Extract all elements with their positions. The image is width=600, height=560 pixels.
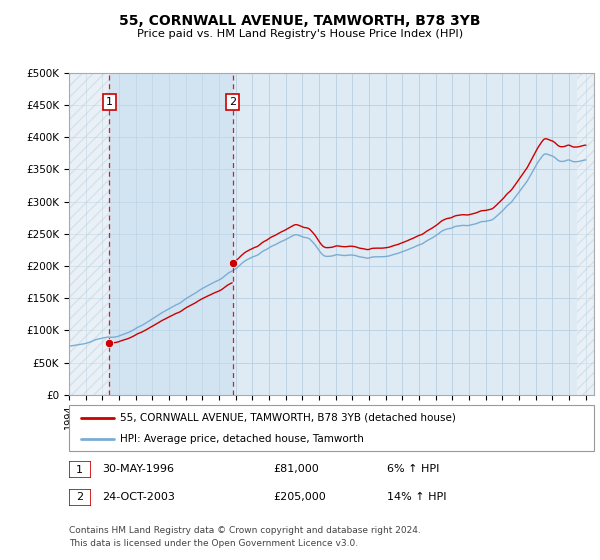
- Text: Contains HM Land Registry data © Crown copyright and database right 2024.
This d: Contains HM Land Registry data © Crown c…: [69, 526, 421, 548]
- Text: Price paid vs. HM Land Registry's House Price Index (HPI): Price paid vs. HM Land Registry's House …: [137, 29, 463, 39]
- FancyBboxPatch shape: [69, 405, 594, 451]
- FancyBboxPatch shape: [69, 461, 91, 478]
- Text: 6% ↑ HPI: 6% ↑ HPI: [387, 464, 439, 474]
- Text: 1: 1: [76, 465, 83, 475]
- Text: 24-OCT-2003: 24-OCT-2003: [102, 492, 175, 502]
- Text: 30-MAY-1996: 30-MAY-1996: [102, 464, 174, 474]
- Text: 2: 2: [76, 492, 83, 502]
- Text: 2: 2: [229, 97, 236, 107]
- Text: 55, CORNWALL AVENUE, TAMWORTH, B78 3YB: 55, CORNWALL AVENUE, TAMWORTH, B78 3YB: [119, 14, 481, 28]
- Bar: [69, 73, 109, 395]
- Text: 14% ↑ HPI: 14% ↑ HPI: [387, 492, 446, 502]
- FancyBboxPatch shape: [69, 489, 91, 506]
- Text: 55, CORNWALL AVENUE, TAMWORTH, B78 3YB (detached house): 55, CORNWALL AVENUE, TAMWORTH, B78 3YB (…: [120, 413, 456, 423]
- Text: HPI: Average price, detached house, Tamworth: HPI: Average price, detached house, Tamw…: [120, 434, 364, 444]
- Text: 1: 1: [106, 97, 113, 107]
- Bar: [577, 73, 594, 395]
- Bar: [109, 73, 233, 395]
- Text: £81,000: £81,000: [273, 464, 319, 474]
- Text: £205,000: £205,000: [273, 492, 326, 502]
